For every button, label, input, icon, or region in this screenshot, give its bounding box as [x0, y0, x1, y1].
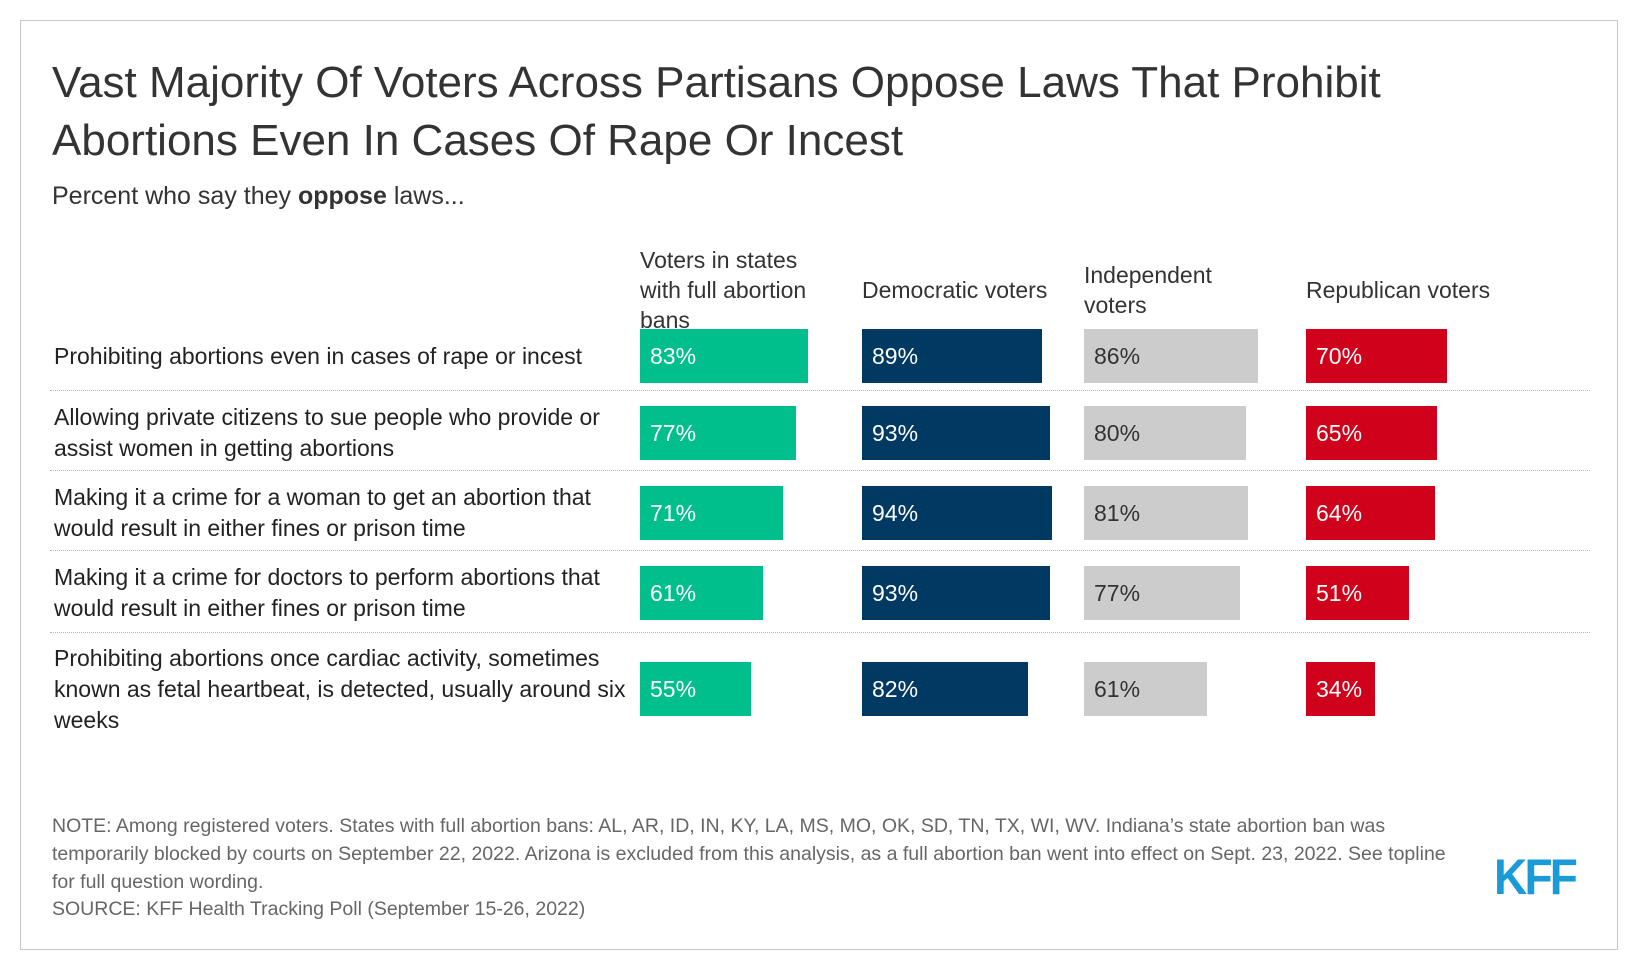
bar-value-label: 55% — [650, 675, 697, 702]
bar-full-ban-states: 77% — [640, 406, 796, 460]
chart-title: Vast Majority Of Voters Across Partisans… — [52, 58, 1381, 165]
bar-value-label: 71% — [650, 499, 697, 526]
bar-value-label: 61% — [650, 579, 697, 606]
bar-independent: 61% — [1084, 662, 1207, 716]
bar-democratic: 82% — [862, 662, 1028, 716]
bar-democratic: 93% — [862, 566, 1050, 620]
bar-full-ban-states: 83% — [640, 329, 808, 383]
row-label: Prohibiting abortions even in cases of r… — [54, 342, 583, 369]
bar-republican: 64% — [1306, 486, 1435, 540]
chart-source: SOURCE: KFF Health Tracking Poll (Septem… — [52, 898, 586, 920]
bar-value-label: 93% — [872, 579, 919, 606]
bar-value-label: 61% — [1094, 675, 1141, 702]
column-header-democratic: Democratic voters — [862, 277, 1048, 303]
bar-independent: 86% — [1084, 329, 1258, 383]
bar-value-label: 70% — [1316, 342, 1363, 369]
subtitle-prefix: Percent who say they — [52, 182, 298, 210]
bar-value-label: 65% — [1316, 419, 1363, 446]
chart-subtitle: Percent who say they oppose laws... — [52, 182, 465, 211]
bar-value-label: 34% — [1316, 675, 1363, 702]
column-header-full-ban-states: Voters in states with full abortion bans — [640, 247, 807, 333]
bar-republican: 70% — [1306, 329, 1447, 383]
bar-full-ban-states: 55% — [640, 662, 751, 716]
bar-value-label: 82% — [872, 675, 919, 702]
subtitle-suffix: laws... — [386, 182, 465, 210]
row-separator — [50, 550, 1590, 551]
bar-value-label: 94% — [872, 499, 919, 526]
column-header-independent: Independent voters — [1084, 262, 1212, 318]
row-separator — [50, 632, 1590, 633]
row-label: Prohibiting abortions once cardiac activ… — [54, 644, 626, 733]
bar-value-label: 81% — [1094, 499, 1141, 526]
bar-value-label: 83% — [650, 342, 697, 369]
chart-frame — [20, 20, 1618, 950]
row-separator — [50, 390, 1590, 391]
bar-value-label: 86% — [1094, 342, 1141, 369]
row-separator — [50, 470, 1590, 471]
chart-note: NOTE: Among registered voters. States wi… — [52, 815, 1446, 893]
bar-value-label: 64% — [1316, 499, 1363, 526]
row-label: Making it a crime for doctors to perform… — [54, 564, 600, 621]
bar-republican: 51% — [1306, 566, 1409, 620]
bar-democratic: 93% — [862, 406, 1050, 460]
bar-value-label: 89% — [872, 342, 919, 369]
bar-independent: 77% — [1084, 566, 1240, 620]
bar-democratic: 94% — [862, 486, 1052, 540]
bar-full-ban-states: 61% — [640, 566, 763, 620]
bar-democratic: 89% — [862, 329, 1042, 383]
bar-independent: 80% — [1084, 406, 1246, 460]
bar-value-label: 77% — [1094, 579, 1141, 606]
bar-value-label: 51% — [1316, 579, 1363, 606]
row-label: Allowing private citizens to sue people … — [54, 404, 600, 461]
bar-full-ban-states: 71% — [640, 486, 783, 540]
row-label: Making it a crime for a woman to get an … — [54, 484, 591, 541]
bar-republican: 65% — [1306, 406, 1437, 460]
bar-independent: 81% — [1084, 486, 1248, 540]
column-header-republican: Republican voters — [1306, 277, 1491, 303]
bar-value-label: 77% — [650, 419, 697, 446]
bar-value-label: 93% — [872, 419, 919, 446]
subtitle-emphasis: oppose — [297, 182, 387, 210]
bar-value-label: 80% — [1094, 419, 1141, 446]
bar-republican: 34% — [1306, 662, 1375, 716]
kff-logo: KFF — [1494, 849, 1578, 905]
